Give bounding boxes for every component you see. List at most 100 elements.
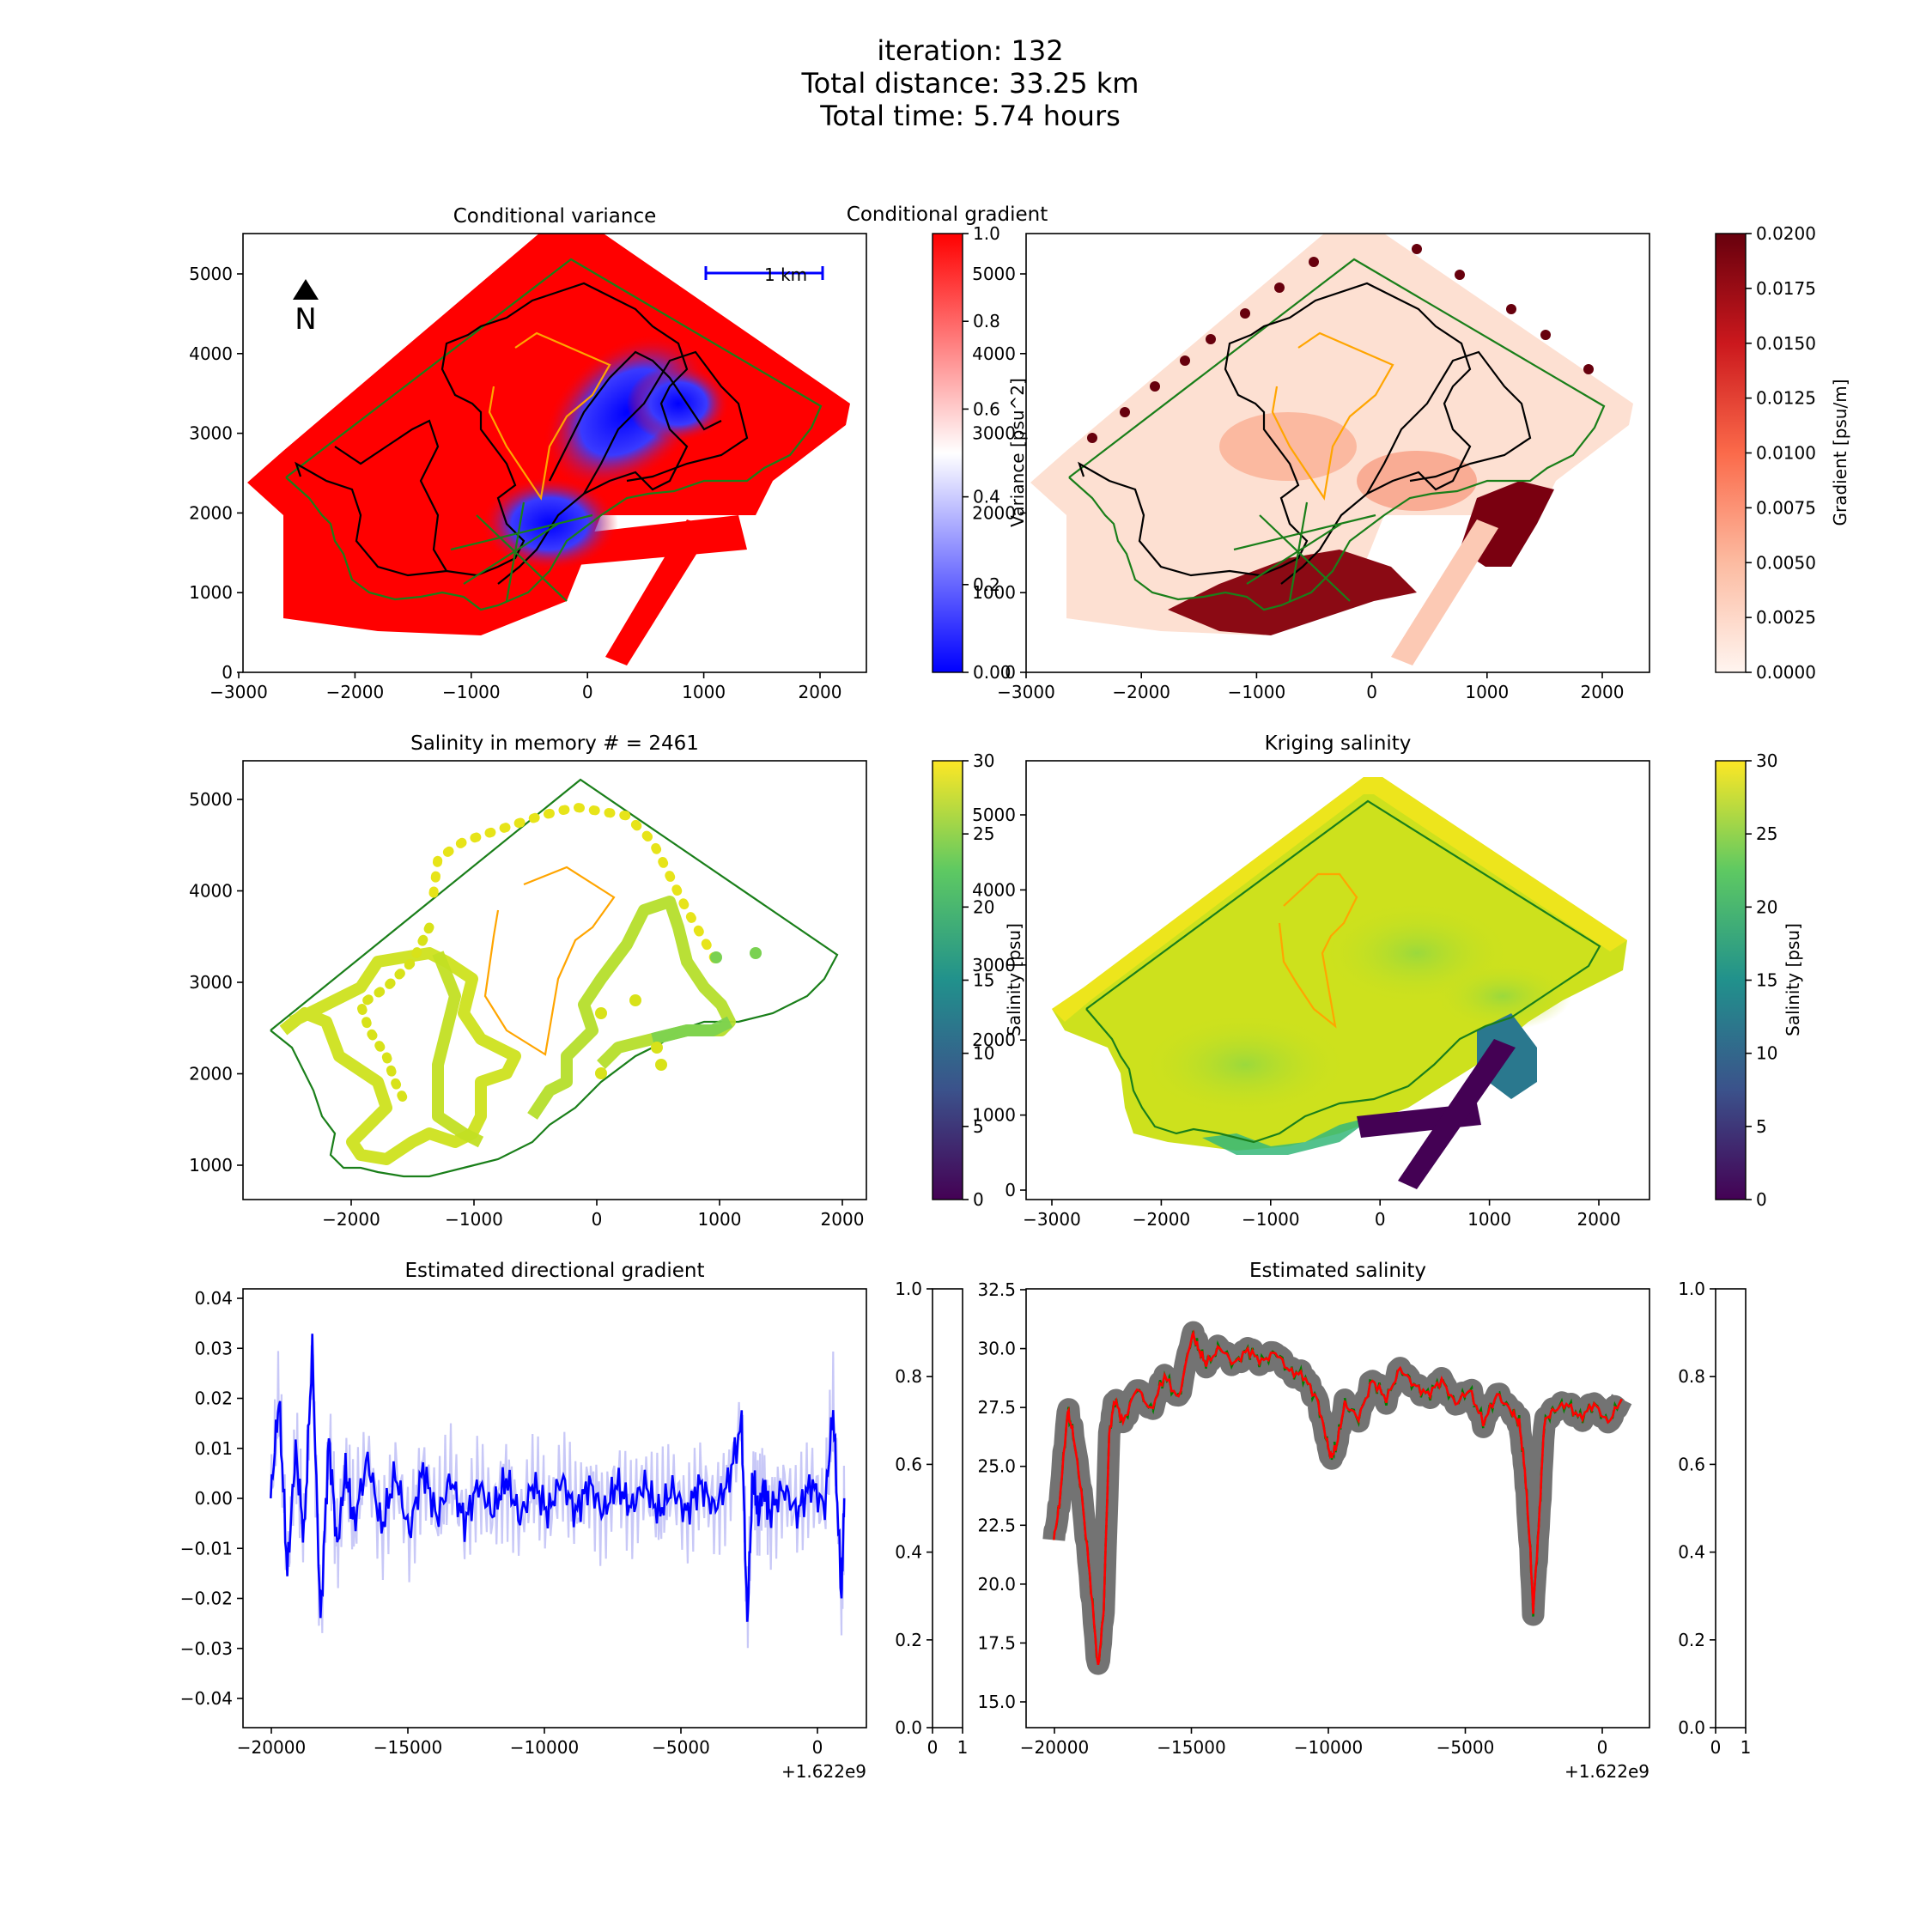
colorbar-tick-label: 15	[1756, 970, 1777, 991]
x-tick-label: −2000	[1133, 1209, 1191, 1230]
x-tick-label: −15000	[374, 1737, 442, 1758]
colorbar-tick-label: 10	[973, 1043, 994, 1064]
variance-colorbar-axis: 0.00 0.2 0.4 0.6 0.8 1.0	[963, 223, 1012, 683]
y-tick-label: 0.4	[1678, 1542, 1705, 1563]
y-tick-label: 0.03	[194, 1338, 233, 1358]
dir-gradient-title: Estimated directional gradient	[405, 1260, 705, 1282]
kriging-yaxis: 0 1000 2000 3000 4000 5000	[972, 805, 1026, 1200]
variance-overlays	[285, 258, 823, 611]
x-tick-label: −1000	[445, 1209, 503, 1230]
colorbar-tick-label: 30	[1756, 750, 1777, 771]
kriging-field	[1052, 777, 1627, 1189]
x-tick-label: −2000	[1112, 682, 1170, 702]
gradient-high-south	[1168, 550, 1417, 635]
side-axes-right-frame	[1715, 1288, 1747, 1728]
north-arrow-icon	[293, 279, 319, 300]
y-tick-label: 4000	[189, 343, 233, 364]
y-tick-label: 0.8	[895, 1366, 922, 1387]
kriging-xaxis: −3000 −2000 −1000 0 1000 2000	[1023, 1200, 1620, 1230]
x-tick-label: −3000	[997, 682, 1055, 702]
y-tick-label: 1000	[189, 1155, 233, 1176]
variance-orange-contour	[488, 331, 611, 501]
y-tick-label: 3000	[189, 972, 233, 993]
kriging-orange-contour	[1278, 872, 1358, 1029]
x-tick-label: 2000	[1577, 1209, 1621, 1230]
y-tick-label: 5000	[189, 789, 233, 810]
gradient-overlays	[1068, 244, 1606, 611]
gradient-mid-1	[1219, 412, 1357, 481]
colorbar-tick-label: 25	[1756, 823, 1777, 844]
kriging-colorbar-axis: 0 5 10 15 20 25 30	[1746, 750, 1777, 1210]
colorbar-tick-label: 25	[973, 823, 994, 844]
kriging-track-diag	[1398, 1039, 1516, 1189]
memory-colorbar-axis: 0 5 10 15 20 25 30	[963, 750, 994, 1210]
y-tick-label: 0.6	[1678, 1454, 1705, 1474]
y-tick-label: 1.0	[895, 1279, 922, 1299]
y-tick-label: 2000	[189, 502, 233, 523]
colorbar-tick-label: 0.2	[973, 574, 1000, 595]
y-tick-label: −0.03	[180, 1638, 233, 1659]
est-salinity-plot	[1042, 1321, 1632, 1675]
y-tick-label: 4000	[972, 879, 1016, 900]
gradient-path	[1078, 282, 1472, 585]
y-tick-label: 3000	[972, 955, 1016, 975]
variance-path-b	[334, 419, 447, 572]
x-tick-label: 1000	[1465, 682, 1509, 702]
est-salinity-title: Estimated salinity	[1249, 1260, 1426, 1282]
colorbar-tick-label: 5	[1756, 1116, 1767, 1137]
colorbar-tick-label: 0.8	[973, 311, 1000, 331]
panel-kriging: Kriging salinity −3000 −2000 −1000 0 1000 200…	[972, 732, 1650, 1230]
kriging-colorbar: 0 5 10 15 20 25 30 Salinity [psu]	[1715, 750, 1803, 1210]
memory-orange-contour	[483, 866, 616, 1056]
colorbar-tick-label: 0.0025	[1756, 607, 1816, 628]
x-tick-label: −5000	[652, 1737, 710, 1758]
x-tick-label: −2000	[326, 682, 385, 702]
x-tick-label: 0	[1366, 682, 1377, 702]
colorbar-tick-label: 0.0125	[1756, 388, 1816, 409]
y-tick-label: 1000	[972, 582, 1016, 603]
colorbar-tick-label: 0	[973, 1189, 984, 1210]
suptitle-line-2: Total distance: 33.25 km	[801, 67, 1139, 100]
y-tick-label: 1000	[972, 1105, 1016, 1126]
x-tick-label: 0	[592, 1209, 603, 1230]
y-tick-label: 0.2	[1678, 1630, 1705, 1650]
variance-track-diag	[605, 519, 713, 665]
gradient-boundary	[1068, 258, 1606, 611]
x-tick-label: −20000	[1020, 1737, 1089, 1758]
dir-gradient-yaxis: −0.04 −0.03 −0.02 −0.01 0.00 0.01 0.02 0.03 0.04	[180, 1288, 243, 1709]
memory-colorbar: 0 5 10 15 20 25 30 Salinity [psu]	[932, 750, 1024, 1210]
dir-gradient-series	[270, 1334, 846, 1622]
kriging-frame	[1025, 760, 1650, 1200]
memory-boundary	[270, 778, 839, 1178]
x-tick-label: 0	[582, 682, 593, 702]
gradient-edge-crescents	[1087, 244, 1594, 443]
gradient-colorbar-axis: 0.0000 0.0025 0.0050 0.0075 0.0100 0.0125 0.01…	[1746, 223, 1816, 683]
dir-gradient-xaxis: −20000 −15000 −10000 −5000 0	[237, 1728, 823, 1758]
y-tick-label: 0	[1005, 1180, 1016, 1200]
gradient-frame	[1025, 233, 1650, 673]
gradient-colorbar-label: Gradient [psu/m]	[1830, 379, 1850, 526]
gradient-track	[1391, 519, 1498, 665]
y-tick-label: 1.0	[1678, 1279, 1705, 1299]
variance-frame	[242, 233, 867, 673]
dir-gradient-frame	[242, 1288, 867, 1728]
kriging-boundary	[1085, 799, 1601, 1144]
kriging-title: Kriging salinity	[1265, 732, 1412, 755]
kriging-green-patch-3	[1142, 1013, 1348, 1116]
memory-title: Salinity in memory # = 2461	[410, 732, 699, 755]
memory-track-dots-2	[355, 922, 434, 1104]
x-tick-label: −1000	[1228, 682, 1286, 702]
y-tick-label: 3000	[972, 423, 1016, 444]
colorbar-tick-label: 0.0150	[1756, 333, 1816, 354]
variance-star	[450, 501, 593, 602]
memory-scatter	[595, 947, 762, 1079]
memory-track-4	[651, 1016, 733, 1045]
memory-track-2	[432, 951, 484, 1148]
y-tick-label: 0	[222, 662, 233, 683]
memory-colorbar-label: Salinity [psu]	[1004, 923, 1024, 1036]
x-tick-label: −10000	[1294, 1737, 1363, 1758]
x-tick-label: −1000	[1242, 1209, 1300, 1230]
variance-path-d	[549, 350, 722, 482]
